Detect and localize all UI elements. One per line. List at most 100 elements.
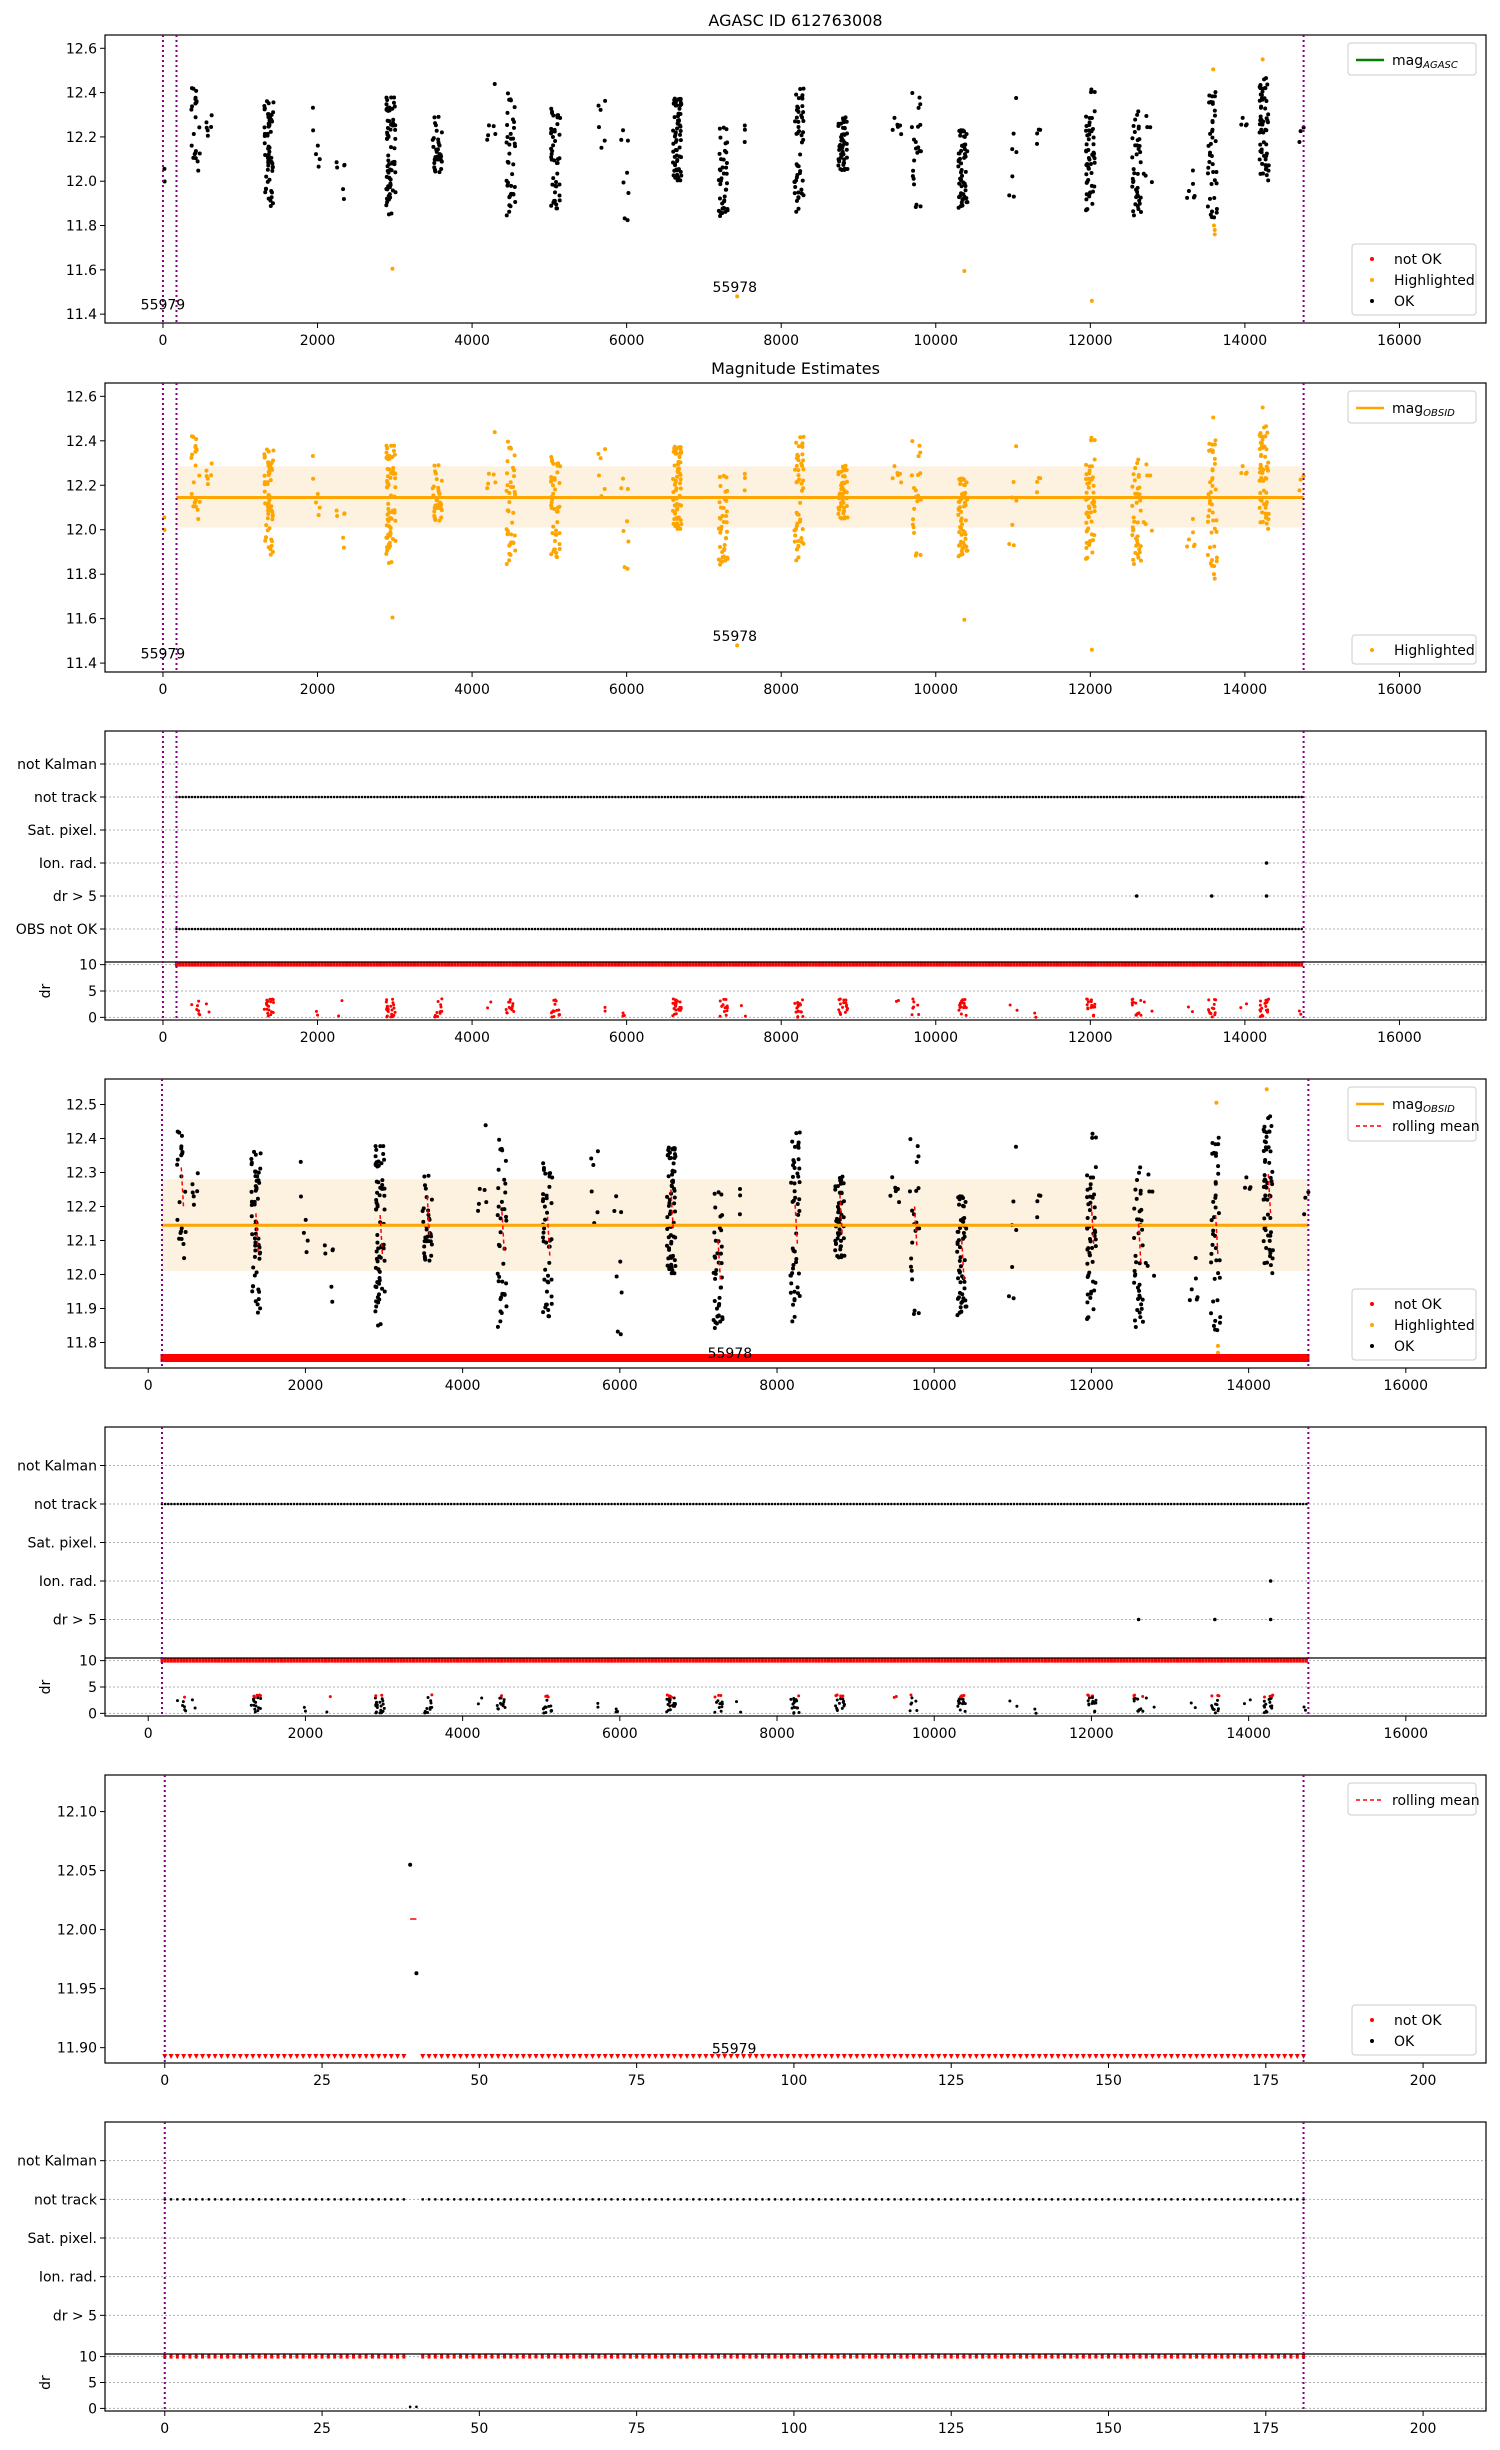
flag-point [1264, 1502, 1267, 1506]
data-point [678, 481, 683, 486]
not-ok-marker [785, 1354, 789, 1362]
y-tick-label: 12.4 [66, 434, 97, 450]
flag-point [951, 927, 954, 931]
not-ok-marker [320, 1354, 324, 1362]
data-point [1205, 171, 1210, 176]
not-ok-marker [224, 1354, 228, 1362]
not-ok-marker [429, 1354, 433, 1362]
data-point [959, 168, 964, 173]
not-ok-marker [936, 1354, 940, 1362]
dr-marker [317, 961, 321, 967]
data-point [209, 113, 214, 118]
flag-point [179, 1502, 183, 1506]
flag-point [465, 927, 469, 931]
data-point [667, 1267, 672, 1272]
flag-point [858, 795, 861, 799]
data-point [960, 197, 965, 202]
data-point [798, 435, 803, 440]
flag-point [827, 927, 831, 931]
dr-marker [629, 961, 633, 967]
data-point [795, 1285, 800, 1290]
dr-point [844, 1004, 848, 1008]
not-ok-marker [441, 1354, 445, 1362]
dr-marker [1300, 961, 1304, 967]
not-ok-marker [174, 1354, 178, 1362]
data-point [1011, 131, 1016, 136]
data-point [1136, 194, 1141, 199]
dr-marker [994, 961, 998, 967]
dr-point [435, 1010, 439, 1014]
data-point [960, 551, 965, 556]
not-ok-marker [742, 1354, 746, 1362]
dr-marker [938, 961, 942, 967]
data-point [438, 506, 443, 511]
data-point [1209, 1218, 1214, 1223]
flag-point [990, 1502, 994, 1506]
data-point [389, 168, 394, 173]
dr-marker [440, 961, 444, 967]
not-ok-marker [1091, 1354, 1095, 1362]
data-point [742, 139, 747, 144]
not-ok-marker [1164, 1354, 1168, 1362]
flag-point [446, 1502, 450, 1506]
data-point [918, 450, 923, 455]
dr-marker [215, 961, 219, 967]
data-point [197, 151, 202, 156]
data-point [957, 530, 962, 535]
flag-point [756, 927, 759, 931]
flag-point [1034, 1502, 1038, 1506]
dr-marker [681, 961, 685, 967]
flag-point [717, 1502, 720, 1506]
data-point [789, 1180, 794, 1185]
data-point [1216, 1164, 1221, 1169]
data-point [269, 543, 274, 548]
data-point [298, 1194, 303, 1199]
flag-point [447, 795, 450, 799]
flag-point [345, 795, 348, 799]
data-point [909, 473, 914, 478]
not-ok-marker [660, 1354, 664, 1362]
data-point [958, 1305, 963, 1310]
flag-point [805, 1502, 808, 1506]
data-point [550, 531, 555, 536]
flag-point [1198, 795, 1201, 799]
flag-point [597, 1502, 601, 1506]
flag-point [388, 927, 392, 931]
data-point [264, 174, 269, 179]
data-point [1085, 1261, 1090, 1266]
dr-marker [1046, 961, 1050, 967]
flag-point [363, 927, 367, 931]
data-point [1212, 108, 1217, 113]
not-ok-marker [1023, 1354, 1027, 1362]
flag-point [536, 795, 540, 799]
not-ok-marker [705, 1354, 709, 1362]
data-point [313, 500, 318, 505]
flag-point [308, 927, 311, 931]
flag-point [230, 795, 234, 799]
not-ok-marker [995, 1354, 999, 1362]
data-point [513, 492, 518, 497]
dr-marker [1170, 961, 1174, 967]
flag-point [1176, 927, 1180, 931]
data-point [956, 205, 961, 210]
data-point [496, 1186, 501, 1191]
flag-point [1251, 1502, 1255, 1506]
flag-point [729, 1502, 733, 1506]
not-ok-marker [360, 1354, 364, 1362]
data-point [256, 1297, 261, 1302]
data-point [910, 1240, 915, 1245]
x-tick-label: 4000 [454, 682, 490, 698]
flag-point [1018, 1502, 1022, 1506]
data-point [960, 1219, 965, 1224]
data-point [393, 518, 398, 523]
data-point [717, 1295, 722, 1300]
data-point [669, 1262, 674, 1267]
dr-marker [533, 961, 537, 967]
data-point [963, 518, 968, 523]
dr-point [198, 1013, 202, 1017]
flag-point [734, 927, 738, 931]
data-point [499, 1199, 504, 1204]
data-point [712, 1230, 717, 1235]
flag-point [1204, 927, 1208, 931]
not-ok-marker [1098, 1354, 1102, 1362]
